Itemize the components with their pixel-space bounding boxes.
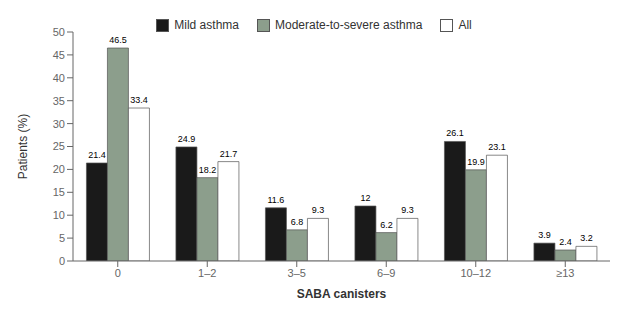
svg-text:Patients (%): Patients (%) xyxy=(16,114,30,179)
svg-text:21.7: 21.7 xyxy=(220,149,238,159)
svg-text:2.4: 2.4 xyxy=(559,237,572,247)
svg-text:18.2: 18.2 xyxy=(199,165,217,175)
svg-text:30: 30 xyxy=(53,118,65,130)
svg-text:26.1: 26.1 xyxy=(446,128,464,138)
svg-text:11.6: 11.6 xyxy=(267,195,284,205)
svg-text:25: 25 xyxy=(53,140,65,152)
svg-text:15: 15 xyxy=(53,186,65,198)
svg-text:46.5: 46.5 xyxy=(109,35,127,45)
html-text:All: All xyxy=(458,18,472,32)
svg-text:40: 40 xyxy=(53,72,65,84)
svg-text:3–5: 3–5 xyxy=(288,267,306,279)
svg-text:10: 10 xyxy=(53,209,65,221)
svg-text:0: 0 xyxy=(115,267,121,279)
svg-text:35: 35 xyxy=(53,95,65,107)
svg-text:20: 20 xyxy=(53,163,65,175)
svg-text:50: 50 xyxy=(53,26,65,38)
svg-text:5: 5 xyxy=(59,232,65,244)
svg-text:9.3: 9.3 xyxy=(401,205,414,215)
svg-text:SABA canisters: SABA canisters xyxy=(297,287,387,301)
svg-text:6.8: 6.8 xyxy=(291,217,304,227)
svg-text:45: 45 xyxy=(53,49,65,61)
svg-text:24.9: 24.9 xyxy=(178,134,196,144)
svg-text:3.2: 3.2 xyxy=(580,233,593,243)
svg-text:1–2: 1–2 xyxy=(198,267,216,279)
svg-text:21.4: 21.4 xyxy=(88,150,106,160)
svg-text:19.9: 19.9 xyxy=(467,157,485,167)
svg-text:23.1: 23.1 xyxy=(488,142,506,152)
svg-text:3.9: 3.9 xyxy=(538,230,551,240)
svg-text:9.3: 9.3 xyxy=(312,205,325,215)
svg-text:33.4: 33.4 xyxy=(130,95,148,105)
html-text:Moderate-to-severe asthma: Moderate-to-severe asthma xyxy=(275,18,423,32)
svg-text:6–9: 6–9 xyxy=(377,267,395,279)
svg-text:≥13: ≥13 xyxy=(556,267,574,279)
svg-text:0: 0 xyxy=(59,255,65,267)
html-text:Mild asthma: Mild asthma xyxy=(174,18,239,32)
svg-text:10–12: 10–12 xyxy=(460,267,491,279)
svg-text:6.2: 6.2 xyxy=(380,220,393,230)
svg-text:12: 12 xyxy=(360,193,370,203)
